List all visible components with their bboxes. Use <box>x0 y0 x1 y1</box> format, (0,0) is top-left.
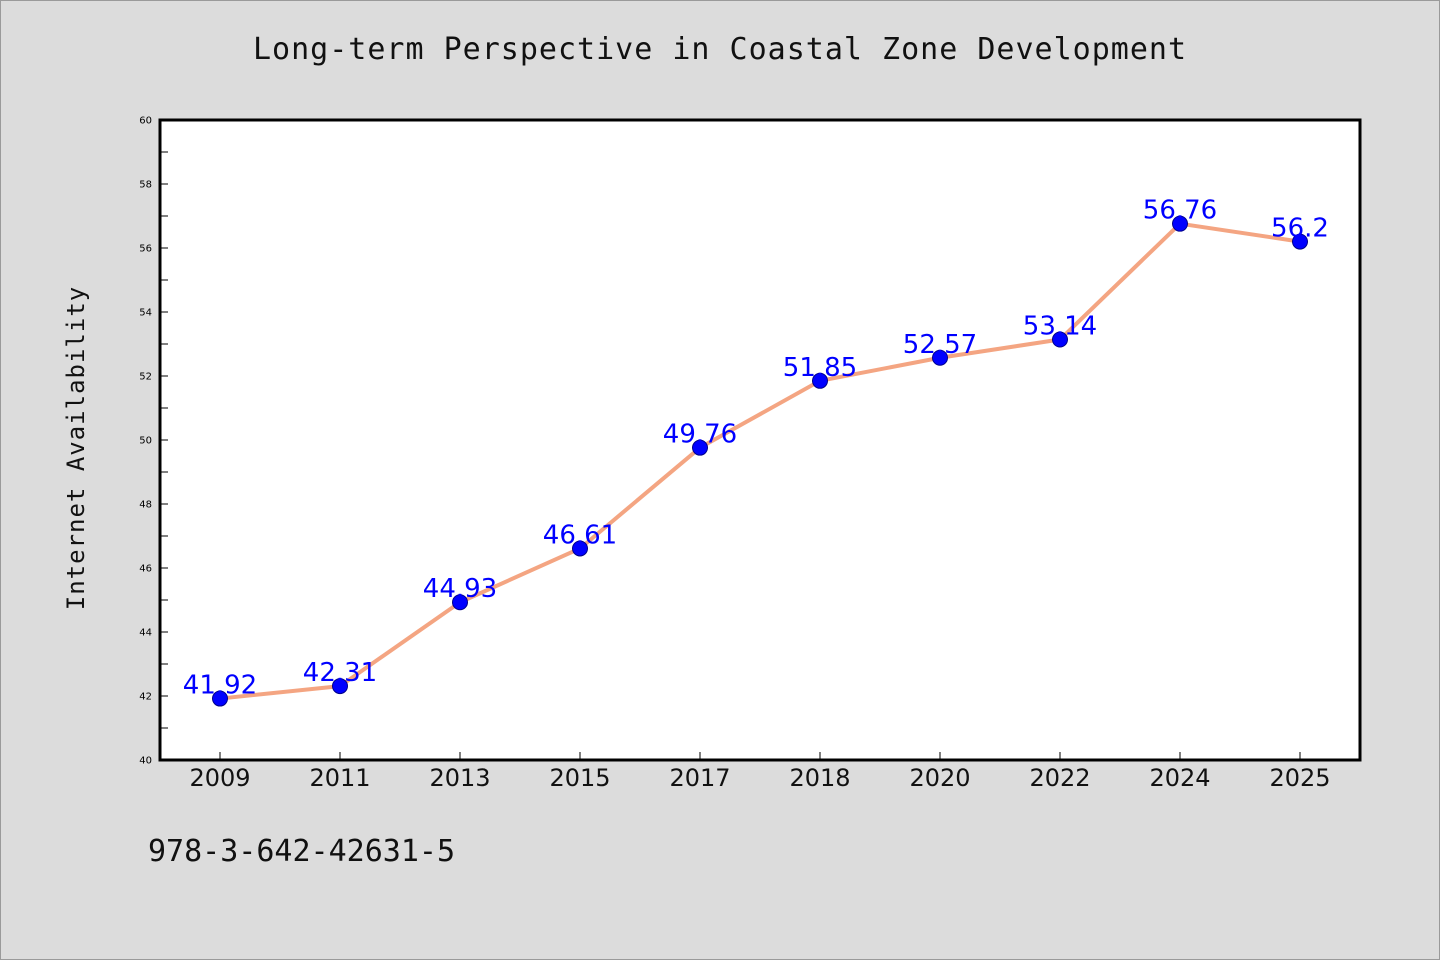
y-tick-label: 40 <box>139 756 152 767</box>
y-tick-label: 60 <box>139 116 152 127</box>
series-layer <box>212 215 1308 707</box>
y-tick-label: 48 <box>139 500 152 511</box>
data-label: 44.93 <box>423 574 497 604</box>
data-label: 41.92 <box>183 671 257 701</box>
data-point <box>932 349 948 366</box>
data-label: 56.76 <box>1143 196 1217 226</box>
data-label: 51.85 <box>783 353 857 383</box>
x-tick-label: 2024 <box>1149 764 1210 792</box>
y-tick-label: 52 <box>139 372 152 383</box>
y-tick-label: 50 <box>139 436 152 447</box>
plot-area <box>158 118 1362 762</box>
data-label: 49.76 <box>663 420 737 450</box>
x-tick-label: 2011 <box>309 764 370 792</box>
x-tick-label: 2018 <box>789 764 850 792</box>
x-tick-label: 2025 <box>1269 764 1330 792</box>
data-point <box>452 594 468 611</box>
x-tick-label: 2009 <box>189 764 250 792</box>
data-label: 52.57 <box>903 330 977 360</box>
x-tick-label: 2022 <box>1029 764 1090 792</box>
x-tick-label: 2020 <box>909 764 970 792</box>
data-point <box>1292 233 1308 250</box>
data-point <box>212 690 228 707</box>
data-point <box>812 372 828 389</box>
data-point <box>572 540 588 557</box>
y-tick-label: 44 <box>139 628 152 639</box>
data-point <box>1052 331 1068 348</box>
y-tick-label: 42 <box>139 692 152 703</box>
x-tick-label: 2017 <box>669 764 730 792</box>
x-tick-label: 2013 <box>429 764 490 792</box>
data-point <box>1172 215 1188 232</box>
data-point <box>692 439 708 456</box>
y-tick-label: 46 <box>139 564 152 575</box>
data-label: 46.61 <box>543 520 617 550</box>
y-tick-label: 54 <box>139 308 152 319</box>
y-tick-label: 56 <box>139 244 152 255</box>
y-tick-label: 58 <box>139 180 152 191</box>
y-axis: 40 42 44 46 48 50 52 54 56 58 60 <box>139 116 168 767</box>
x-tick-label: 2015 <box>549 764 610 792</box>
isbn-text: 978-3-642-42631-5 <box>148 834 456 869</box>
chart-title: Long-term Perspective in Coastal Zone De… <box>252 32 1187 67</box>
data-label: 53.14 <box>1023 312 1097 342</box>
x-axis: 2009 2011 2013 2015 2017 2018 2020 2022 2024 2025 <box>189 752 1331 792</box>
data-labels-layer: 41.92 42.31 44.93 46.61 49.76 51.85 52.57 53.14… <box>183 196 1329 701</box>
data-point <box>332 678 348 695</box>
data-label: 56.2 <box>1271 214 1329 244</box>
data-label: 42.31 <box>303 658 377 688</box>
series-line <box>218 221 1302 701</box>
